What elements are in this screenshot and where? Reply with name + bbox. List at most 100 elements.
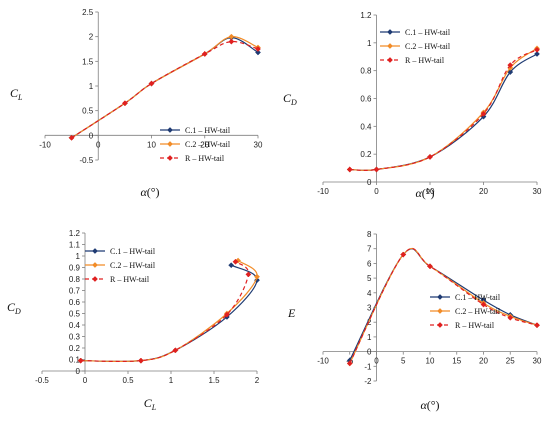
legend-entry: R – HW-tail bbox=[380, 56, 445, 65]
x-tick-label: -0.5 bbox=[35, 376, 49, 385]
x-tick-label: 10 bbox=[426, 357, 435, 366]
x-tick-label: 0 bbox=[374, 357, 379, 366]
data-point bbox=[437, 308, 443, 314]
y-tick-label: 0.4 bbox=[360, 122, 372, 131]
y-tick-label: 0 bbox=[89, 131, 94, 140]
data-point bbox=[167, 127, 173, 133]
series-line bbox=[349, 248, 538, 361]
y-axis-label: CD bbox=[283, 91, 297, 107]
data-point bbox=[92, 262, 98, 268]
data-point bbox=[223, 311, 230, 318]
data-point bbox=[254, 273, 260, 280]
data-point bbox=[534, 46, 540, 53]
data-point bbox=[167, 155, 173, 161]
y-tick-label: -2 bbox=[364, 377, 372, 386]
legend-label: C.2 – HW-tail bbox=[185, 140, 231, 149]
data-point bbox=[245, 271, 252, 278]
data-point bbox=[92, 248, 98, 254]
y-tick-label: 3 bbox=[367, 304, 372, 313]
series-group bbox=[77, 262, 260, 364]
y-tick-label: 2.5 bbox=[82, 8, 94, 17]
y-tick-label: 2 bbox=[89, 33, 94, 42]
y-tick-label: 1 bbox=[367, 333, 372, 342]
y-tick-label: 0.8 bbox=[360, 67, 372, 76]
x-tick-label: 20 bbox=[479, 357, 488, 366]
data-point bbox=[427, 153, 433, 160]
legend-entry: C.2 – HW-tail bbox=[430, 307, 501, 316]
y-tick-label: 0 bbox=[76, 367, 81, 376]
y-axis-label: E bbox=[287, 306, 296, 320]
y-tick-label: 0.7 bbox=[69, 287, 81, 296]
data-point bbox=[167, 141, 173, 147]
data-point bbox=[228, 262, 235, 269]
x-tick-label: 2 bbox=[255, 376, 260, 385]
y-tick-label: 0.4 bbox=[69, 321, 81, 330]
y-tick-label: 6 bbox=[367, 259, 372, 268]
y-tick-label: 1.5 bbox=[82, 57, 94, 66]
data-point bbox=[346, 166, 353, 173]
series-group bbox=[346, 247, 540, 367]
legend-label: R – HW-tail bbox=[455, 321, 495, 330]
data-point bbox=[68, 134, 75, 141]
x-tick-label: 1 bbox=[169, 376, 174, 385]
y-tick-label: 0.8 bbox=[69, 275, 81, 284]
data-point bbox=[255, 46, 261, 52]
y-tick-label: 0.3 bbox=[69, 333, 81, 342]
data-point bbox=[121, 100, 128, 107]
chart-cd-vs-cl: -0.5 0 0.5 1 1.5 2 0 0.1 0.2 0.3 0.4 0.5 0.6 0.7 0.8 0.… bbox=[0, 211, 275, 422]
data-point bbox=[507, 62, 514, 69]
legend-label: C.1 – HW-tail bbox=[405, 28, 451, 37]
data-point bbox=[387, 57, 393, 63]
x-tick-label: 30 bbox=[533, 357, 542, 366]
x-tick-label: 30 bbox=[533, 187, 542, 196]
y-tick-label: 1 bbox=[76, 252, 81, 261]
data-point bbox=[507, 314, 514, 321]
series-group bbox=[68, 38, 261, 141]
legend-label: C.1 – HW-tail bbox=[185, 126, 231, 135]
chart-cl-vs-alpha: -10 0 10 20 30 -0.5 0 0.5 1 1.5 2 2.5 CL α(°) C.1 – HW… bbox=[0, 0, 275, 211]
data-point bbox=[373, 166, 380, 173]
x-tick-label: 5 bbox=[401, 357, 406, 366]
series-line bbox=[349, 247, 538, 364]
data-point bbox=[437, 294, 443, 300]
x-tick-label: 15 bbox=[452, 357, 461, 366]
chart-svg: -10 0 10 20 30 0 0.2 0.4 0.6 0.8 1 1.2 CD α(°) C.1 – H… bbox=[283, 11, 542, 200]
legend-entry: C.2 – HW-tail bbox=[380, 42, 451, 51]
y-axis-label: CL bbox=[10, 86, 23, 102]
series-group bbox=[77, 257, 260, 364]
legend-entry: R – HW-tail bbox=[160, 154, 225, 163]
y-tick-label: 0 bbox=[367, 178, 372, 187]
data-point bbox=[77, 357, 84, 364]
series-line bbox=[80, 261, 250, 363]
x-tick-label: 0 bbox=[96, 140, 101, 149]
data-point bbox=[480, 301, 487, 308]
x-tick-label: 1.5 bbox=[208, 376, 220, 385]
data-point bbox=[400, 251, 407, 258]
y-tick-label: 0.2 bbox=[360, 150, 372, 159]
chart-svg: -0.5 0 0.5 1 1.5 2 0 0.1 0.2 0.3 0.4 0.5 0.6 0.7 0.8 0.… bbox=[7, 229, 260, 412]
y-tick-label: 0.6 bbox=[360, 95, 372, 104]
y-tick-label: 0.1 bbox=[69, 356, 81, 365]
x-tick-label: 0 bbox=[83, 376, 88, 385]
legend-label: C.2 – HW-tail bbox=[110, 261, 156, 270]
x-tick-label: 0.5 bbox=[122, 376, 134, 385]
data-point bbox=[137, 357, 144, 364]
data-point bbox=[255, 49, 261, 56]
data-point bbox=[437, 322, 443, 328]
legend-label: C.2 – HW-tail bbox=[405, 42, 451, 51]
x-tick-label: -10 bbox=[317, 357, 329, 366]
data-point bbox=[346, 360, 353, 367]
y-tick-label: 4 bbox=[367, 289, 372, 298]
series-line bbox=[349, 247, 538, 364]
legend-label: C.1 – HW-tail bbox=[110, 247, 156, 256]
series-line bbox=[71, 40, 259, 139]
x-tick-label: 30 bbox=[254, 140, 263, 149]
data-point bbox=[92, 276, 98, 282]
series-group bbox=[346, 247, 540, 367]
series-group bbox=[346, 46, 540, 173]
data-point bbox=[228, 38, 235, 45]
x-tick-label: 10 bbox=[426, 187, 435, 196]
y-tick-label: 8 bbox=[367, 230, 372, 239]
